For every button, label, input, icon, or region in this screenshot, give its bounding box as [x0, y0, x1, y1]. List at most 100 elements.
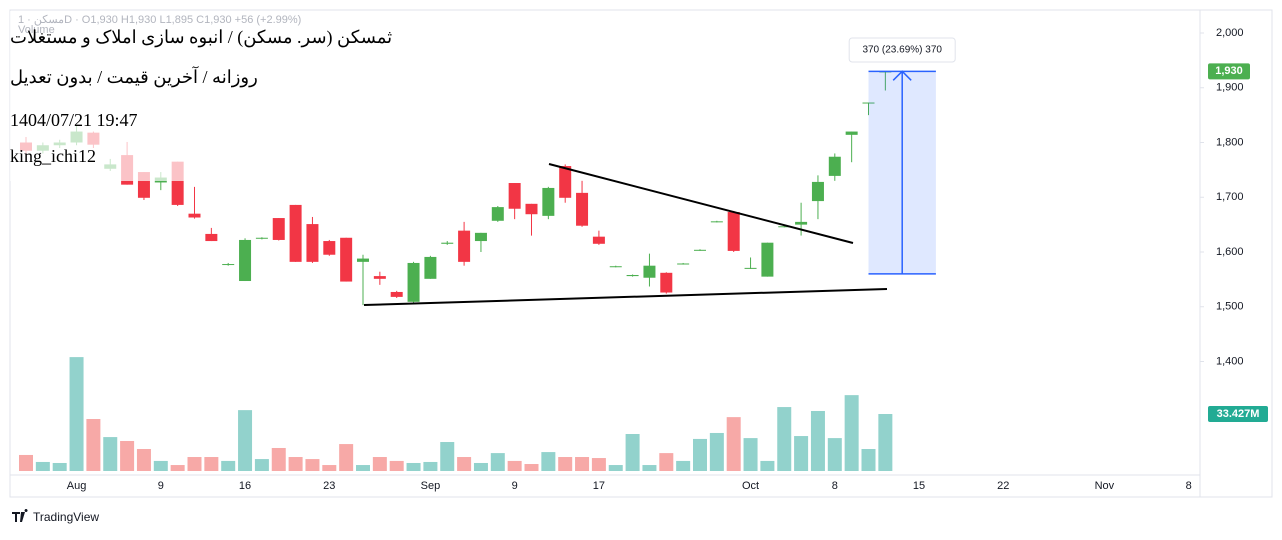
- volume-bar: [69, 357, 84, 471]
- candle-body: [441, 242, 454, 244]
- trendline: [363, 288, 888, 306]
- volume-bar: [322, 465, 337, 471]
- y-tick-label: 1,800: [1216, 136, 1244, 148]
- volume-bar: [136, 449, 151, 471]
- candle-body: [357, 258, 369, 262]
- volume-bar: [339, 444, 354, 471]
- volume-label: 33.427M: [1217, 408, 1260, 420]
- candle-body: [390, 291, 403, 297]
- author: king_ichi12: [10, 146, 96, 166]
- candle-body: [340, 237, 353, 282]
- candle-body: [609, 266, 622, 268]
- candle-body: [289, 204, 302, 262]
- candle-body: [592, 236, 605, 244]
- volume-bar: [810, 410, 825, 471]
- candle-body: [542, 187, 555, 216]
- volume-title: Volume: [18, 24, 55, 36]
- volume-bar: [642, 465, 657, 471]
- volume-bar: [659, 453, 674, 471]
- volume-bar: [221, 460, 236, 471]
- candle-body: [643, 265, 656, 278]
- plot: [19, 71, 893, 471]
- x-tick-label: Oct: [742, 480, 759, 492]
- volume-bar: [35, 461, 50, 471]
- volume-bar: [827, 438, 842, 471]
- volume-bar: [878, 414, 893, 471]
- volume-bar: [305, 459, 320, 471]
- volume-bar: [170, 465, 185, 471]
- measure-label-box: [848, 37, 956, 63]
- volume-bar: [743, 438, 758, 471]
- candle-body: [576, 192, 589, 226]
- x-tick-label: 15: [913, 480, 925, 492]
- volume-bar: [423, 461, 438, 471]
- candle-body: [710, 221, 723, 223]
- y-tick-label: 1,600: [1216, 246, 1244, 258]
- last-price-label: 1,930: [1215, 65, 1243, 77]
- candle-body: [862, 102, 875, 104]
- volume-bar: [440, 442, 455, 471]
- volume-bar: [524, 464, 539, 471]
- measure-label: 370 (23.69%) 370: [862, 45, 942, 56]
- candle-body: [306, 224, 319, 262]
- volume-bar: [254, 459, 269, 471]
- y-tick-label: 1,400: [1216, 355, 1244, 367]
- candle-body: [407, 262, 420, 302]
- volume-bar: [575, 457, 590, 471]
- volume-bar: [19, 454, 33, 471]
- volume-bar: [372, 457, 387, 471]
- candle-body: [188, 213, 201, 218]
- candle-body: [828, 156, 841, 176]
- candle-body: [508, 183, 521, 209]
- candle-body: [373, 276, 386, 279]
- y-tick-label: 1,700: [1216, 191, 1244, 203]
- x-tick-label: 17: [593, 480, 605, 492]
- volume-bar: [473, 462, 488, 471]
- candle-body: [761, 242, 774, 277]
- x-tick-label: 22: [997, 480, 1009, 492]
- x-tick-label: 8: [1186, 480, 1192, 492]
- logo: [12, 509, 28, 522]
- symbol-line: مسکن · 1D · O1,930 H1,930 L1,895 C1,930 …: [18, 14, 301, 26]
- volume-bar: [608, 465, 623, 471]
- candle-body: [626, 274, 639, 277]
- volume-bar: [507, 460, 522, 471]
- volume-bar: [861, 449, 876, 471]
- volume-bar: [591, 458, 606, 471]
- volume-bar: [153, 460, 168, 471]
- legend-backdrop: [10, 11, 355, 181]
- candle-body: [811, 181, 824, 202]
- last-price-badge: [1208, 63, 1250, 80]
- volume-bar: [204, 457, 219, 471]
- candle-body: [694, 249, 706, 251]
- candle-body: [323, 241, 336, 255]
- volume-bar: [406, 462, 421, 471]
- volume-bar: [760, 460, 775, 471]
- x-tick-label: Nov: [1095, 480, 1115, 492]
- volume-bar: [457, 457, 472, 471]
- volume-bar: [794, 436, 809, 471]
- frame: [9, 9, 1273, 498]
- timestamp: 1404/07/21 19:47: [10, 110, 138, 130]
- volume-bar: [187, 457, 202, 471]
- candle-body: [491, 207, 504, 221]
- volume-bar: [490, 453, 505, 471]
- y-tick-label: 1,900: [1216, 82, 1244, 94]
- candle-body: [222, 264, 235, 266]
- x-tick-label: 8: [832, 480, 838, 492]
- trendline: [548, 163, 854, 244]
- volume-bar: [238, 410, 253, 471]
- candle-body: [525, 203, 538, 215]
- volume-badge: [1208, 406, 1268, 423]
- candle-body: [744, 267, 757, 269]
- x-tick-label: Sep: [421, 480, 441, 492]
- volume-bar: [52, 462, 67, 471]
- x-tick-label: 23: [323, 480, 335, 492]
- candle-body: [660, 272, 673, 293]
- measure-arrow: [892, 70, 912, 274]
- volume-bar: [558, 457, 573, 471]
- volume-bar: [693, 438, 707, 471]
- candle-body: [778, 226, 791, 228]
- volume-bar: [709, 432, 724, 471]
